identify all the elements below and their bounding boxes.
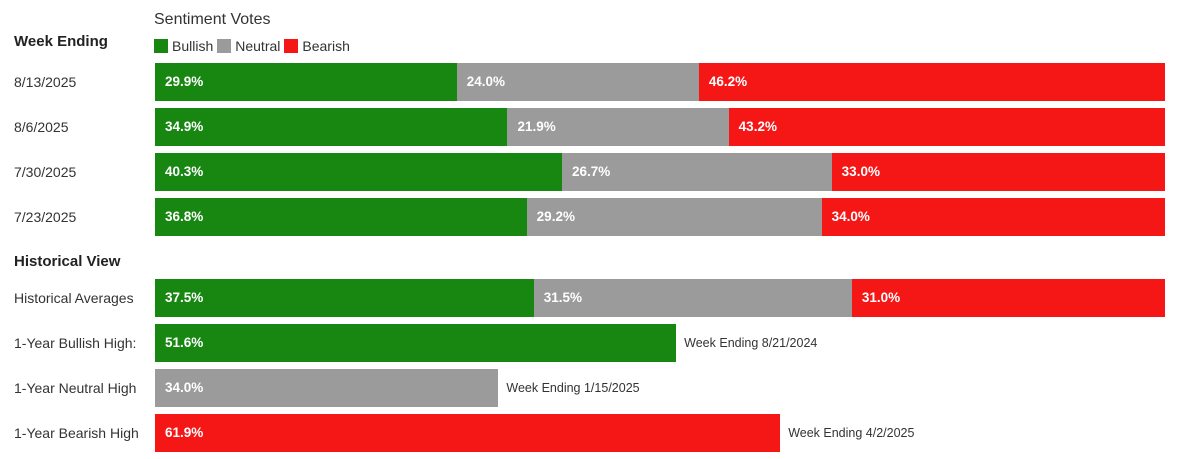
- bar-segment-bearish: 34.0%: [821, 198, 1165, 236]
- legend-swatch-neutral: [217, 39, 232, 53]
- data-label: 43.2%: [738, 119, 777, 134]
- data-label: 36.8%: [165, 209, 204, 224]
- row-label: 7/23/2025: [14, 209, 77, 225]
- legend-item-bullish: Bullish: [154, 38, 213, 54]
- data-label: 33.0%: [841, 164, 880, 179]
- legend-item-bearish: Bearish: [284, 38, 350, 54]
- bar-segment-bullish: 34.9%: [155, 108, 508, 146]
- data-label: 34.0%: [831, 209, 870, 224]
- legend-swatch-bullish: [154, 39, 168, 53]
- data-label: 31.5%: [543, 290, 583, 305]
- legend-label-bearish: Bearish: [302, 38, 350, 54]
- row-label: 1-Year Bearish High: [14, 425, 139, 441]
- bar-row: 51.6%: [155, 324, 1165, 362]
- data-label: 26.7%: [572, 164, 611, 179]
- bar-segment-bearish: 33.0%: [831, 153, 1165, 191]
- bar-segment-bearish: 31.0%: [851, 279, 1165, 317]
- data-label: 34.9%: [165, 119, 204, 134]
- record-annotation: Week Ending 8/21/2024: [684, 336, 818, 350]
- bar-segment-bullish: 29.9%: [155, 63, 457, 101]
- bar-row: 61.9%: [155, 414, 1165, 452]
- row-label: 7/30/2025: [14, 164, 77, 180]
- bar-segment-bullish: 36.8%: [155, 198, 527, 236]
- section-title-week: Week Ending: [14, 33, 108, 50]
- bar-segment-neutral: 24.0%: [456, 63, 699, 101]
- data-label: 31.0%: [861, 290, 901, 305]
- legend: Bullish Neutral Bearish: [154, 38, 354, 54]
- data-label: 61.9%: [165, 425, 204, 440]
- row-label: 1-Year Neutral High: [14, 380, 137, 396]
- legend-swatch-bearish: [284, 39, 299, 53]
- bar-segment-neutral: 26.7%: [562, 153, 832, 191]
- row-label: 8/6/2025: [14, 119, 69, 135]
- bar-segment-bullish: 40.3%: [155, 153, 563, 191]
- data-label: 21.9%: [517, 119, 556, 134]
- data-label: 37.5%: [165, 290, 204, 305]
- data-label: 46.2%: [708, 74, 748, 89]
- bar-row: 37.5% 31.5% 31.0%: [155, 279, 1165, 317]
- bar-segment-bearish: 61.9%: [155, 414, 781, 452]
- chart-title: Sentiment Votes: [154, 11, 271, 28]
- section-title-historical: Historical View: [14, 253, 121, 270]
- legend-item-neutral: Neutral: [217, 38, 280, 54]
- bar-segment-bullish: 37.5%: [155, 279, 534, 317]
- bar-segment-neutral: 34.0%: [155, 369, 499, 407]
- bar-row: 29.9% 24.0% 46.2%: [155, 63, 1165, 101]
- data-label: 40.3%: [165, 164, 204, 179]
- data-label: 34.0%: [165, 380, 204, 395]
- bar-segment-neutral: 29.2%: [526, 198, 822, 236]
- legend-label-bullish: Bullish: [172, 38, 214, 54]
- bar-row: 34.0%: [155, 369, 1165, 407]
- legend-label-neutral: Neutral: [235, 38, 281, 54]
- record-annotation: Week Ending 4/2/2025: [788, 426, 915, 440]
- bar-row: 40.3% 26.7% 33.0%: [155, 153, 1165, 191]
- data-label: 29.9%: [165, 74, 204, 89]
- row-label: Historical Averages: [14, 290, 134, 306]
- bar-segment-neutral: 31.5%: [533, 279, 852, 317]
- bar-segment-bearish: 43.2%: [728, 108, 1165, 146]
- row-label: 1-Year Bullish High:: [14, 335, 137, 351]
- row-label: 8/13/2025: [14, 74, 77, 90]
- data-label: 51.6%: [165, 335, 204, 350]
- bar-row: 34.9% 21.9% 43.2%: [155, 108, 1165, 146]
- bar-row: 36.8% 29.2% 34.0%: [155, 198, 1165, 236]
- bar-segment-neutral: 21.9%: [507, 108, 729, 146]
- data-label: 24.0%: [466, 74, 505, 89]
- data-label: 29.2%: [536, 209, 575, 224]
- bar-segment-bullish: 51.6%: [155, 324, 677, 362]
- bar-segment-bearish: 46.2%: [698, 63, 1165, 101]
- record-annotation: Week Ending 1/15/2025: [506, 381, 640, 395]
